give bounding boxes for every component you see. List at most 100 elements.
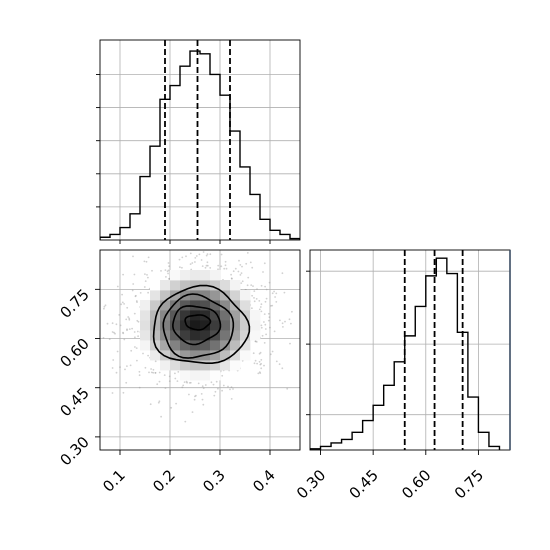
joint-scatter-point: [190, 268, 193, 271]
joint-density-cell: [210, 320, 221, 331]
joint-density-cell: [230, 330, 241, 341]
joint-scatter-point: [279, 319, 281, 322]
joint-scatter-point: [160, 270, 162, 272]
joint-density-cell: [190, 360, 201, 371]
joint-scatter-point: [167, 262, 170, 264]
joint-scatter-point: [260, 359, 263, 361]
joint-scatter-point: [197, 382, 200, 385]
marginal-x-histogram: [100, 50, 300, 240]
joint-scatter-point: [157, 401, 160, 404]
joint-scatter-point: [214, 390, 217, 393]
joint-scatter-point: [152, 371, 155, 374]
joint-scatter-point: [212, 383, 215, 386]
joint-scatter-point: [251, 307, 253, 310]
joint-density-cells: [140, 270, 261, 381]
joint-density-cell: [210, 270, 221, 281]
joint-scatter-point: [179, 266, 181, 269]
joint-scatter-point: [119, 324, 122, 327]
joint-scatter-point: [265, 288, 268, 291]
joint-density-cell: [210, 280, 221, 291]
joint-scatter-point: [191, 262, 194, 264]
joint-scatter-point: [245, 262, 248, 265]
joint-scatter-point: [253, 362, 256, 365]
joint-density-cell: [190, 350, 201, 361]
joint-scatter-point: [135, 347, 138, 349]
joint-scatter-point: [125, 381, 128, 384]
joint-scatter-point: [284, 320, 286, 323]
joint-density-cell: [190, 330, 201, 341]
joint-scatter-point: [283, 291, 286, 294]
joint-scatter-point: [269, 353, 272, 356]
joint-scatter-point: [230, 273, 233, 276]
joint-scatter-point: [195, 255, 198, 257]
joint-density-cell: [240, 340, 251, 351]
joint-density-cell: [250, 330, 261, 341]
joint-scatter-point: [219, 244, 221, 246]
joint-density-cell: [220, 300, 231, 311]
joint-scatter-point: [253, 300, 256, 303]
joint-scatter-point: [251, 294, 254, 297]
joint-scatter-point: [230, 398, 233, 400]
joint-density-cell: [210, 340, 221, 351]
joint-scatter-point: [144, 366, 147, 369]
joint-scatter-point: [127, 316, 130, 318]
joint-scatter-point: [271, 292, 274, 295]
joint-scatter-point: [204, 384, 207, 386]
joint-density-cell: [170, 330, 181, 341]
joint-ytick-label-0: 0.30: [56, 433, 92, 469]
joint-scatter-point: [240, 272, 243, 274]
joint-density-cell: [240, 290, 251, 301]
joint-scatter-point: [121, 301, 124, 304]
joint-density-cell: [200, 290, 211, 301]
joint-scatter-point: [204, 266, 207, 269]
joint-density-cell: [170, 360, 181, 371]
joint-scatter-point: [150, 371, 153, 374]
joint-scatter-point: [264, 328, 267, 330]
joint-density-cell: [200, 340, 211, 351]
joint-scatter-point: [200, 259, 203, 261]
marginal-y-ticks: 0.30 0.45 0.60 0.75: [293, 270, 487, 502]
marginal-y-frame: [309, 249, 511, 451]
joint-scatter-point: [108, 338, 111, 341]
joint-contour-1: [172, 305, 222, 346]
joint-scatter-point: [224, 264, 227, 267]
joint-density-cell: [240, 320, 251, 331]
joint-density-cell: [140, 340, 151, 351]
joint-density-cell: [180, 330, 191, 341]
marginal-x-grid: [100, 40, 300, 240]
marginal-y-xtick-label-0: 0.30: [293, 466, 329, 502]
joint-scatter-point: [128, 328, 131, 330]
joint-scatter-point: [252, 352, 255, 355]
joint-scatter-point: [106, 322, 109, 325]
joint-scatter-point: [119, 366, 121, 368]
joint-scatter-point: [202, 251, 205, 253]
marginal-x-panel: [96, 39, 301, 244]
joint-density-cell: [200, 370, 211, 381]
joint-scatter-point: [158, 371, 161, 374]
joint-scatter-point: [241, 280, 244, 283]
joint-density-cell: [230, 280, 241, 291]
joint-density-cell: [160, 320, 171, 331]
joint-scatter-point: [253, 290, 256, 292]
joint-density-cell: [180, 270, 191, 281]
joint-scatter-point: [265, 297, 268, 300]
joint-density-cell: [220, 350, 231, 361]
joint-density-cell: [140, 330, 151, 341]
joint-density-cell: [180, 300, 191, 311]
joint-xtick-label-1: 0.2: [149, 466, 179, 496]
joint-density-cell: [180, 370, 191, 381]
joint-scatter-point: [260, 303, 263, 306]
joint-scatter-point: [260, 362, 262, 365]
joint-scatter-point: [148, 371, 150, 374]
marginal-y-xtick-label-1: 0.45: [346, 466, 382, 502]
joint-scatter-point: [147, 276, 149, 279]
joint-density-cell: [190, 320, 201, 331]
joint-scatter-point: [234, 267, 237, 270]
joint-scatter-point: [258, 371, 261, 373]
joint-scatter-point: [189, 381, 192, 384]
joint-density-cell: [190, 300, 201, 311]
joint-density-cell: [190, 270, 201, 281]
joint-scatter-point: [205, 230, 207, 232]
joint-scatter-point: [138, 386, 141, 389]
marginal-x-ticks: [96, 74, 271, 244]
